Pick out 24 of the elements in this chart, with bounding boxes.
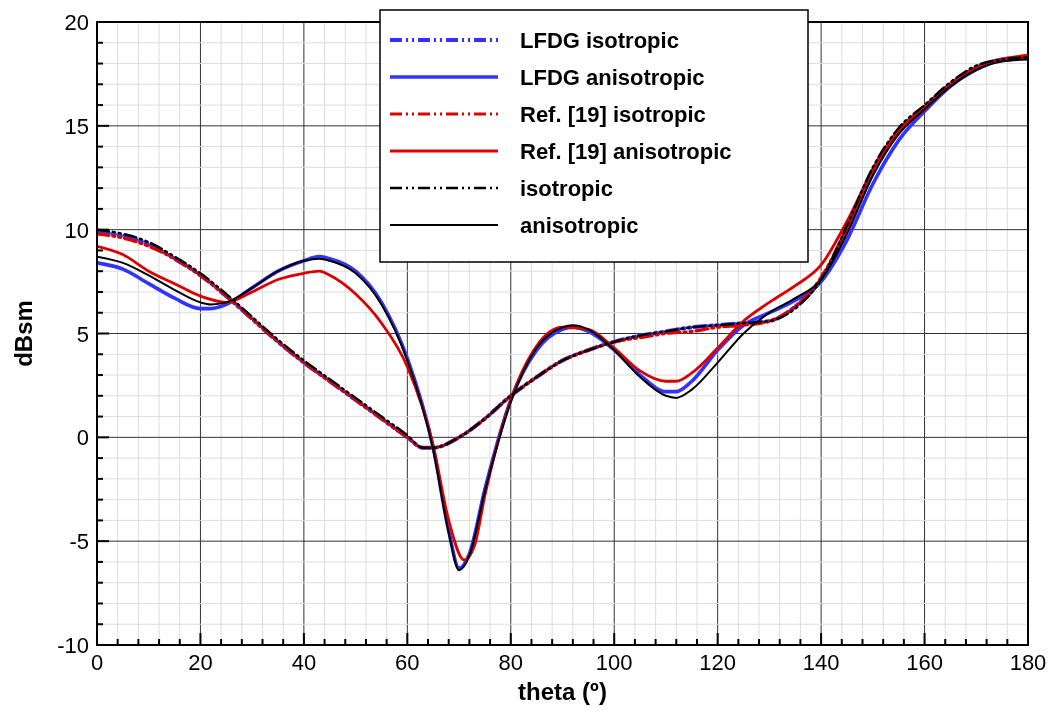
legend-label: Ref. [19] anisotropic — [520, 139, 732, 164]
y-tick-label: -5 — [69, 529, 89, 555]
legend-label: LFDG isotropic — [520, 28, 679, 53]
y-tick-label: 0 — [76, 425, 89, 451]
x-tick-label: 160 — [906, 650, 943, 675]
x-tick-label: 60 — [395, 650, 420, 675]
y-tick-label: -10 — [57, 633, 89, 658]
legend-label: isotropic — [520, 176, 613, 201]
x-tick-label: 20 — [188, 650, 213, 675]
y-axis-title: dBsm — [10, 300, 37, 367]
x-tick-label: 40 — [291, 650, 317, 675]
legend-label: Ref. [19] isotropic — [520, 102, 706, 127]
y-tick-label: 20 — [64, 10, 89, 35]
legend-label: anisotropic — [520, 213, 639, 238]
x-tick-label: 180 — [1009, 650, 1047, 675]
x-tick-label: 100 — [595, 650, 633, 675]
y-tick-label: 5 — [76, 321, 89, 347]
x-axis-title: theta (º) — [518, 678, 607, 705]
y-tick-label: 15 — [64, 113, 89, 139]
x-tick-label: 120 — [699, 650, 737, 675]
y-tick-label: 10 — [64, 217, 89, 243]
x-tick-label: 140 — [802, 650, 840, 675]
x-tick-label: 80 — [498, 650, 524, 675]
legend-label: LFDG anisotropic — [520, 65, 705, 90]
